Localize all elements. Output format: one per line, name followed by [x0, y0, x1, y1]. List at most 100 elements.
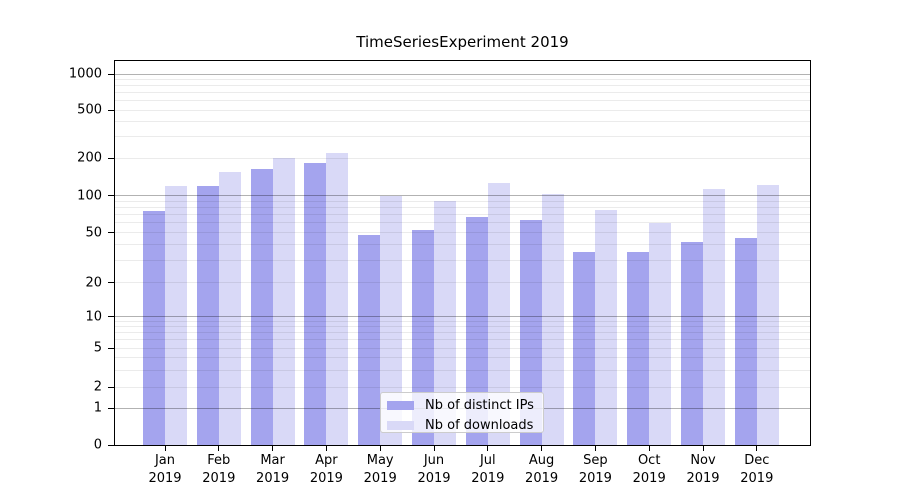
x-tick-label: Aug 2019 — [525, 453, 559, 486]
x-tick — [487, 446, 489, 451]
gridline-minor — [115, 121, 810, 123]
gridline-minor — [115, 282, 810, 284]
bar-distinct-ips-nov — [681, 242, 703, 445]
gridline-minor — [115, 347, 810, 349]
x-tick — [218, 446, 220, 451]
y-tick — [108, 347, 115, 349]
y-tick-label: 500 — [77, 102, 102, 118]
gridline-minor — [115, 85, 810, 87]
gridline-minor — [115, 92, 810, 94]
gridline-minor — [115, 214, 810, 216]
y-tick — [108, 195, 115, 197]
gridline-minor — [115, 100, 810, 102]
y-tick-label: 1000 — [68, 66, 102, 82]
legend-row-downloads: Nb of downloads — [387, 415, 535, 435]
x-tick — [379, 446, 381, 451]
gridline-minor — [115, 200, 810, 202]
legend-label-distinct-ips: Nb of distinct IPs — [425, 397, 534, 413]
y-tick-label: 2 — [93, 379, 102, 395]
y-tick — [108, 73, 115, 75]
bar-downloads-may — [380, 196, 403, 445]
gridline-minor — [115, 326, 810, 328]
gridline-minor — [115, 157, 810, 159]
legend-swatch-distinct-ips — [387, 400, 414, 410]
x-tick-label: Oct 2019 — [632, 453, 666, 486]
x-tick — [648, 446, 650, 451]
bar-distinct-ips-apr — [304, 162, 327, 445]
x-tick-label: Jun 2019 — [417, 453, 451, 486]
x-tick — [594, 446, 596, 451]
gridline-minor — [115, 357, 810, 359]
x-tick-label: Jan 2019 — [148, 453, 182, 486]
y-tick-label: 200 — [77, 150, 102, 166]
legend-swatch-downloads — [387, 420, 414, 430]
x-tick — [164, 446, 166, 451]
gridline-minor — [115, 321, 810, 322]
bar-downloads-sep — [595, 210, 618, 445]
x-tick-label: Feb 2019 — [202, 453, 236, 486]
bar-downloads-jul — [487, 183, 510, 445]
bar-downloads-aug — [541, 194, 564, 445]
gridline-minor — [115, 386, 810, 388]
bar-distinct-ips-feb — [196, 185, 219, 445]
y-tick — [108, 407, 115, 409]
gridline-major — [115, 195, 810, 197]
chart-title: TimeSeriesExperiment 2019 — [356, 33, 569, 51]
bar-distinct-ips-may — [358, 234, 381, 445]
bar-downloads-mar — [272, 157, 295, 445]
x-tick-label: Mar 2019 — [256, 453, 290, 486]
gridline-major — [115, 316, 810, 318]
x-tick-label: Dec 2019 — [740, 453, 774, 486]
bar-distinct-ips-dec — [734, 238, 757, 445]
y-tick-label: 0 — [93, 437, 102, 453]
x-tick-label: Sep 2019 — [578, 453, 612, 486]
bar-distinct-ips-jan — [143, 211, 165, 445]
y-tick — [108, 386, 115, 388]
x-tick-label: Nov 2019 — [686, 453, 720, 486]
bar-downloads-jun — [434, 201, 456, 445]
x-tick-label: May 2019 — [363, 453, 397, 486]
y-tick-label: 5 — [93, 340, 102, 356]
x-tick-label: Apr 2019 — [309, 453, 343, 486]
gridline-minor — [115, 260, 810, 262]
gridline-major — [115, 73, 810, 75]
bar-distinct-ips-jul — [465, 217, 488, 445]
gridline-minor — [115, 136, 810, 138]
gridline-minor — [115, 332, 810, 334]
gridline-minor — [115, 339, 810, 341]
gridline-minor — [115, 369, 810, 371]
y-tick — [108, 109, 115, 111]
bar-downloads-jan — [165, 185, 187, 445]
y-tick — [108, 444, 115, 446]
x-tick — [702, 446, 704, 451]
y-tick — [108, 157, 115, 159]
bar-downloads-apr — [326, 153, 349, 445]
x-tick — [272, 446, 274, 451]
x-tick — [325, 446, 327, 451]
y-tick-label: 1 — [93, 400, 102, 416]
bar-distinct-ips-jun — [412, 229, 434, 445]
y-tick-label: 100 — [77, 188, 102, 204]
bar-distinct-ips-sep — [573, 252, 596, 445]
bar-downloads-dec — [756, 184, 779, 445]
bar-distinct-ips-mar — [250, 168, 273, 445]
gridline-minor — [115, 78, 810, 80]
gridline-minor — [115, 222, 810, 224]
gridline-minor — [115, 207, 810, 209]
gridline-minor — [115, 109, 810, 111]
bar-downloads-oct — [649, 222, 672, 445]
gridline-minor — [115, 232, 810, 234]
bar-distinct-ips-aug — [519, 220, 542, 445]
bar-downloads-nov — [703, 189, 725, 445]
y-tick — [108, 282, 115, 284]
x-tick — [433, 446, 435, 451]
y-tick-label: 10 — [85, 309, 102, 325]
legend: Nb of distinct IPs Nb of downloads — [380, 392, 544, 433]
legend-row-distinct-ips: Nb of distinct IPs — [387, 395, 535, 415]
gridline-minor — [115, 244, 810, 246]
bar-distinct-ips-oct — [627, 252, 650, 445]
y-tick-label: 20 — [85, 275, 102, 291]
x-tick — [756, 446, 758, 451]
legend-label-downloads: Nb of downloads — [425, 417, 534, 433]
